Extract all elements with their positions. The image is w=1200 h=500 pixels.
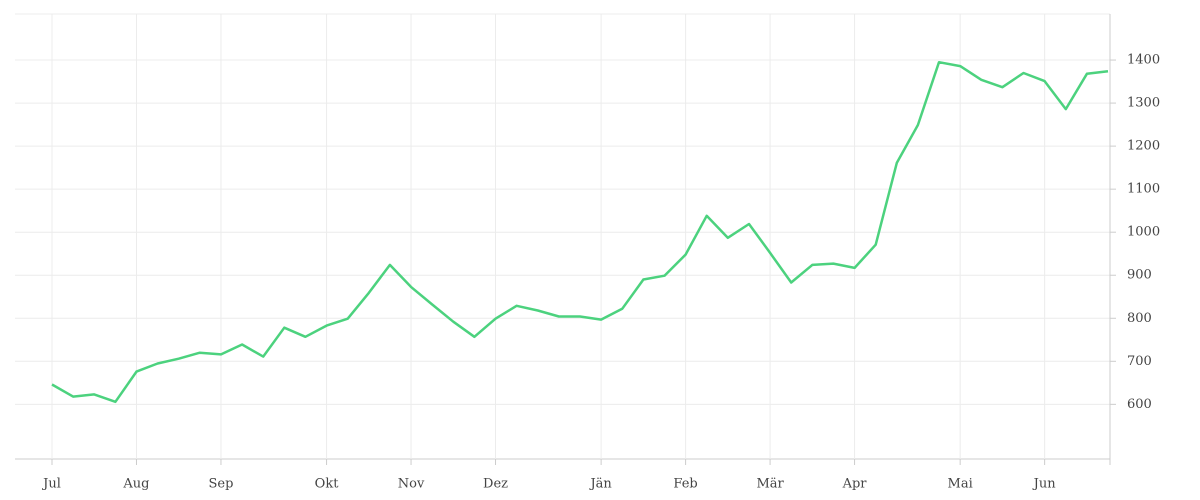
y-tick-label: 700 bbox=[1127, 354, 1152, 369]
y-tick-label: 600 bbox=[1127, 397, 1152, 412]
x-tick-label: Feb bbox=[673, 477, 697, 492]
x-tick-label: Aug bbox=[122, 477, 149, 492]
x-tick-label: Sep bbox=[208, 477, 233, 492]
x-tick-label: Nov bbox=[398, 477, 425, 492]
x-tick-label: Jul bbox=[41, 477, 61, 492]
y-tick-label: 1100 bbox=[1127, 182, 1160, 197]
x-tick-label: Dez bbox=[483, 477, 508, 492]
x-tick-label: Jän bbox=[588, 477, 612, 492]
y-tick-label: 800 bbox=[1127, 311, 1152, 326]
y-tick-label: 1200 bbox=[1127, 139, 1160, 154]
x-tick-label: Jun bbox=[1032, 477, 1057, 492]
x-tick-label: Mär bbox=[756, 477, 784, 492]
data-line bbox=[51, 60, 1109, 404]
y-tick-label: 900 bbox=[1127, 268, 1152, 283]
x-tick-label: Mai bbox=[948, 477, 973, 492]
x-tick-label: Okt bbox=[315, 477, 340, 492]
y-tick-label: 1000 bbox=[1127, 225, 1160, 240]
y-tick-label: 1400 bbox=[1127, 53, 1160, 68]
y-tick-label: 1300 bbox=[1127, 96, 1160, 111]
x-tick-label: Apr bbox=[842, 477, 868, 492]
